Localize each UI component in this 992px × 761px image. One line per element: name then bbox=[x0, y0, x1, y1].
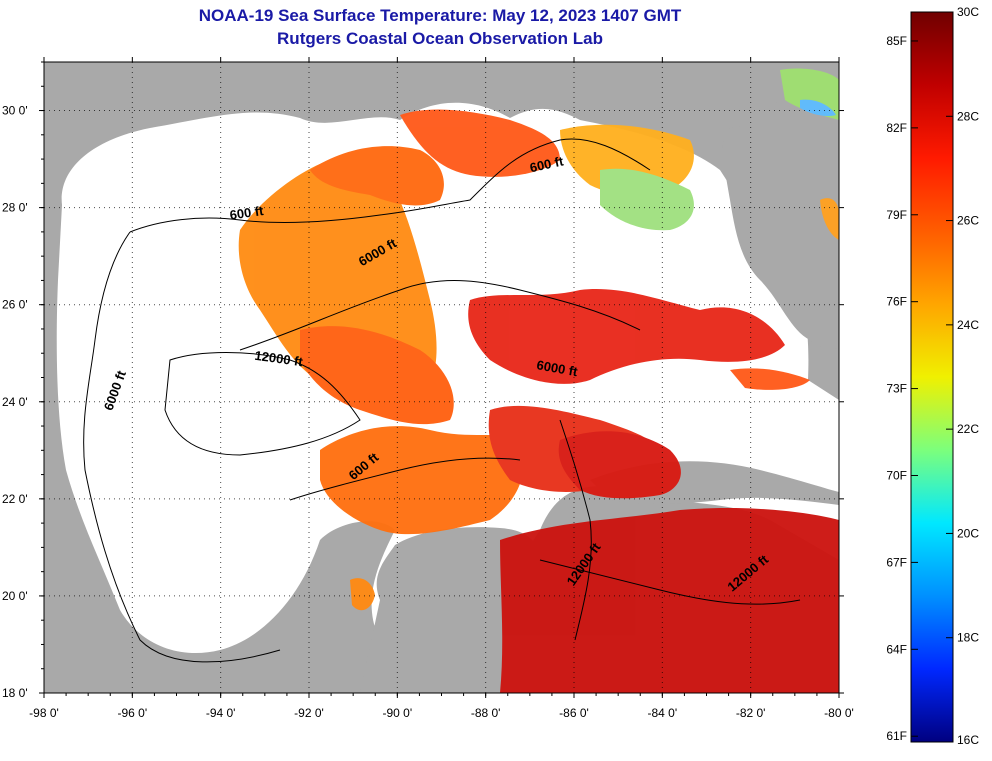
colorbar-celsius-label: 24C bbox=[957, 318, 979, 332]
contour-600ft bbox=[129, 138, 651, 233]
contour-caribbean bbox=[539, 559, 801, 605]
colorbar-celsius-label: 30C bbox=[957, 5, 979, 19]
colorbar-fahrenheit-label: 64F bbox=[886, 642, 907, 656]
x-tick-label: -90 0' bbox=[383, 706, 413, 720]
colorbar-celsius-label: 18C bbox=[957, 631, 979, 645]
bathymetry-contours bbox=[83, 138, 801, 663]
x-tick-label: -98 0' bbox=[29, 706, 59, 720]
contour-6000ft-west bbox=[83, 231, 281, 663]
y-tick-label: 30 0' bbox=[2, 104, 28, 118]
colorbar-fahrenheit-label: 70F bbox=[886, 468, 907, 482]
contour-6000ft-central bbox=[239, 280, 641, 351]
contour-deep-basin bbox=[164, 352, 361, 456]
colorbar-fahrenheit-label: 79F bbox=[886, 208, 907, 222]
x-tick-label: -80 0' bbox=[824, 706, 854, 720]
colorbar-celsius-label: 16C bbox=[957, 733, 979, 747]
y-tick-label: 20 0' bbox=[2, 589, 28, 603]
contour-label: 6000 ft bbox=[536, 357, 580, 379]
contour-shelf-south bbox=[289, 457, 521, 501]
y-tick-label: 22 0' bbox=[2, 492, 28, 506]
florida-land bbox=[722, 62, 839, 350]
x-axis: -98 0' -96 0' -94 0' -92 0' -90 0' -88 0' -86 … bbox=[29, 57, 854, 720]
yucatan-land bbox=[360, 527, 541, 693]
x-tick-label: -86 0' bbox=[559, 706, 589, 720]
colorbar-fahrenheit-label: 76F bbox=[886, 295, 907, 309]
colorbar-celsius-labels: 30C 28C 26C 24C 22C 20C 18C 16C bbox=[946, 5, 979, 747]
contour-label: 600 ft bbox=[229, 203, 265, 223]
colorbar-fahrenheit-label: 61F bbox=[886, 729, 907, 743]
colorbar-gradient bbox=[910, 11, 954, 743]
colorbar-celsius-label: 28C bbox=[957, 109, 979, 123]
x-tick-label: -88 0' bbox=[471, 706, 501, 720]
colorbar: 30C 28C 26C 24C 22C 20C 18C 16C 85F 82F 79F 76F 73F… bbox=[886, 5, 979, 747]
colorbar-fahrenheit-label: 82F bbox=[886, 121, 907, 135]
colorbar-fahrenheit-label: 67F bbox=[886, 555, 907, 569]
y-tick-label: 28 0' bbox=[2, 201, 28, 215]
y-tick-label: 26 0' bbox=[2, 298, 28, 312]
x-tick-label: -84 0' bbox=[648, 706, 678, 720]
x-tick-label: -94 0' bbox=[206, 706, 236, 720]
sst-field bbox=[238, 68, 839, 693]
y-axis: 30 0' 28 0' 26 0' 24 0' 22 0' 20 0' 18 0' bbox=[2, 61, 844, 700]
y-tick-label: 18 0' bbox=[2, 686, 28, 700]
colorbar-celsius-label: 20C bbox=[957, 526, 979, 540]
x-tick-label: -96 0' bbox=[118, 706, 148, 720]
x-tick-label: -92 0' bbox=[294, 706, 324, 720]
colorbar-fahrenheit-labels: 85F 82F 79F 76F 73F 70F 67F 64F 61F bbox=[886, 34, 918, 743]
contour-label: 12000 ft bbox=[254, 348, 305, 370]
map-subtitle: Rutgers Coastal Ocean Observation Lab bbox=[277, 29, 603, 48]
colorbar-celsius-label: 22C bbox=[957, 422, 979, 436]
map-title: NOAA-19 Sea Surface Temperature: May 12,… bbox=[198, 6, 682, 25]
x-tick-label: -82 0' bbox=[736, 706, 766, 720]
y-tick-label: 24 0' bbox=[2, 395, 28, 409]
contour-yucatan-channel bbox=[559, 419, 592, 641]
colorbar-celsius-label: 26C bbox=[957, 214, 979, 228]
map-area bbox=[44, 62, 839, 693]
colorbar-fahrenheit-label: 73F bbox=[886, 382, 907, 396]
contour-label: 600 ft bbox=[528, 153, 565, 175]
graticule bbox=[44, 62, 839, 693]
colorbar-fahrenheit-label: 85F bbox=[886, 34, 907, 48]
